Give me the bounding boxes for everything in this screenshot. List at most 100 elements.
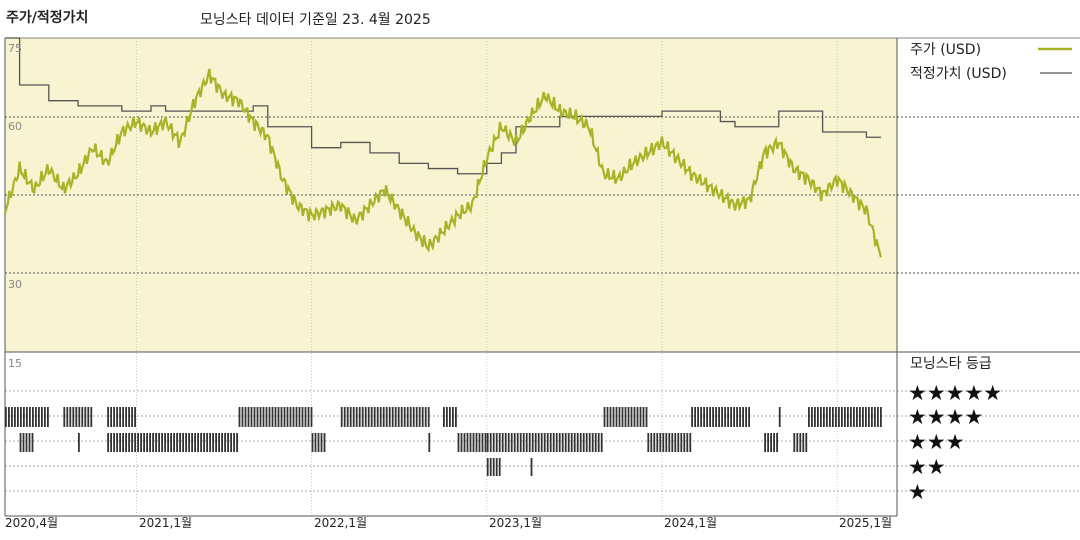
- rating-bar: [850, 407, 852, 427]
- rating-bar: [78, 407, 81, 427]
- rating-bar: [188, 433, 190, 452]
- rating-bar: [606, 407, 609, 427]
- rating-bar: [421, 407, 424, 427]
- rating-bar: [140, 433, 142, 452]
- rating-bar: [764, 433, 766, 452]
- rating-bar: [475, 433, 478, 452]
- rating-bar: [877, 407, 879, 427]
- rating-panel-title: 모닝스타 등급: [910, 356, 992, 372]
- rating-bar: [457, 433, 460, 452]
- rating-bar: [594, 433, 597, 452]
- rating-bar: [292, 407, 295, 427]
- rating-bar: [236, 433, 238, 452]
- rating-bar: [122, 407, 124, 427]
- rating-bar: [161, 433, 163, 452]
- rating-bar: [712, 407, 714, 427]
- rating-bar: [709, 407, 711, 427]
- rating-bar: [820, 407, 822, 427]
- legend-price-label: 주가 (USD): [910, 42, 981, 58]
- rating-bar: [176, 433, 178, 452]
- rating-bar: [686, 433, 689, 452]
- rating-bar: [203, 433, 205, 452]
- rating-bar: [19, 433, 22, 452]
- rating-bar: [504, 433, 507, 452]
- rating-bar: [455, 407, 457, 427]
- rating-bar: [8, 407, 10, 427]
- rating-bar: [489, 433, 492, 452]
- rating-bar: [119, 433, 121, 452]
- rating-bar: [75, 407, 78, 427]
- rating-bar: [621, 407, 624, 427]
- rating-bar: [715, 407, 717, 427]
- rating-bar: [603, 407, 606, 427]
- rating-bar: [298, 407, 301, 427]
- rating-bar: [727, 407, 729, 427]
- rating-bar: [841, 407, 843, 427]
- rating-bar: [158, 433, 160, 452]
- rating-bar: [397, 407, 400, 427]
- rating-bar: [650, 433, 653, 452]
- rating-bar: [262, 407, 265, 427]
- rating-bar: [311, 433, 314, 452]
- rating-bar: [773, 433, 775, 452]
- rating-bar: [874, 407, 876, 427]
- rating-bar: [665, 433, 668, 452]
- rating-bar: [110, 407, 112, 427]
- rating-bar: [304, 407, 307, 427]
- rating-bar: [528, 433, 531, 452]
- rating-bar: [721, 407, 723, 427]
- rating-bar: [859, 407, 861, 427]
- rating-bar: [307, 407, 310, 427]
- rating-bar: [116, 407, 118, 427]
- rating-bar: [555, 433, 558, 452]
- rating-bar: [87, 407, 90, 427]
- rating-bar: [376, 407, 379, 427]
- rating-bar: [567, 433, 570, 452]
- rating-bar: [149, 433, 151, 452]
- rating-bar: [428, 433, 431, 452]
- rating-bar: [215, 433, 217, 452]
- rating-bar: [72, 407, 75, 427]
- rating-bar: [283, 407, 286, 427]
- rating-bar: [355, 407, 358, 427]
- rating-bar: [125, 407, 127, 427]
- rating-bar: [209, 433, 211, 452]
- rating-bar: [739, 407, 741, 427]
- rating-bar: [385, 407, 388, 427]
- rating-bar: [668, 433, 671, 452]
- rating-bar: [200, 433, 202, 452]
- rating-bar: [379, 407, 382, 427]
- rating-bar: [301, 407, 304, 427]
- rating-bar: [588, 433, 591, 452]
- rating-bar: [576, 433, 579, 452]
- rating-bar: [591, 433, 594, 452]
- rating-bar: [349, 407, 352, 427]
- y-tick-label-60: 60: [8, 120, 22, 133]
- rating-panel: 모닝스타 등급 ★★★★★ ★★★★ ★★★ ★★ ★: [908, 356, 1002, 504]
- rating-bar: [561, 433, 564, 452]
- rating-bar: [770, 433, 772, 452]
- rating-bar: [26, 407, 28, 427]
- rating-bar: [510, 433, 513, 452]
- rating-bar: [137, 433, 139, 452]
- rating-bar: [449, 407, 451, 427]
- rating-bar: [340, 407, 343, 427]
- rating-bar: [677, 433, 680, 452]
- rating-bar: [69, 407, 72, 427]
- rating-bar: [271, 407, 274, 427]
- rating-bar: [805, 433, 808, 452]
- rating-bar: [469, 433, 472, 452]
- rating-bar: [612, 407, 615, 427]
- rating-bar: [367, 407, 370, 427]
- rating-bar: [206, 433, 208, 452]
- rating-bar: [736, 407, 738, 427]
- rating-bar: [352, 407, 355, 427]
- rating-bar: [84, 407, 87, 427]
- rating-bar: [832, 407, 834, 427]
- rating-bar: [534, 433, 537, 452]
- legend: 주가 (USD) 적정가치 (USD): [910, 42, 1072, 82]
- rating-bar: [388, 407, 391, 427]
- x-tick-label-2025-1: 2025,1월: [839, 516, 892, 530]
- rating-bar: [224, 433, 226, 452]
- rating-bar: [265, 407, 268, 427]
